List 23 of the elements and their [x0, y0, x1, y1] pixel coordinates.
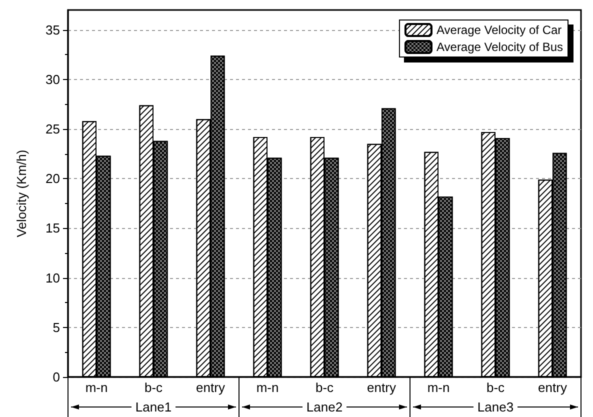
x-tick-label: entry — [538, 380, 568, 395]
legend-label: Average Velocity of Bus — [436, 40, 564, 54]
y-axis-title: Velocity (Km/h) — [14, 150, 29, 238]
x-tick-label: entry — [196, 380, 226, 395]
y-tick-label: 30 — [46, 72, 60, 87]
y-tick-label: 10 — [46, 270, 60, 286]
y-tick-label: 0 — [52, 370, 60, 384]
x-tick-label: b-c — [315, 380, 334, 395]
legend-label: Average Velocity of Car — [436, 23, 562, 37]
text: Lane2 — [306, 400, 343, 414]
x-tick-label: m-n — [427, 380, 450, 395]
y-tick-label: 20 — [46, 171, 60, 186]
x-tick-label: b-c — [144, 380, 164, 395]
y-tick-label: 5 — [52, 320, 60, 335]
x-tick-label: m-n — [256, 380, 279, 395]
x-tick-label: b-c — [486, 380, 506, 395]
text: Lane1 — [135, 400, 172, 414]
y-tick-label: 25 — [46, 122, 60, 137]
x-tick-label: entry — [367, 380, 396, 395]
text: Lane3 — [477, 400, 514, 414]
y-tick-label: 35 — [46, 22, 60, 38]
y-tick-label: 15 — [46, 220, 60, 236]
x-tick-label: m-n — [85, 380, 108, 395]
